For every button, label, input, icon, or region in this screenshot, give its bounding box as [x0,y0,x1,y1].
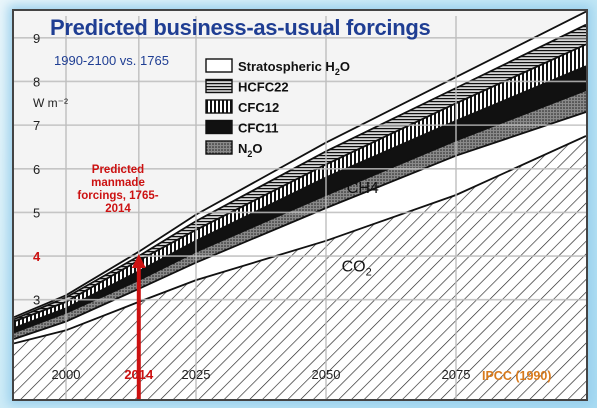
forcings-annotation: Predicted manmade forcings, 1765-2014 [77,164,159,215]
area-label: CH4 [347,180,379,197]
y-tick-label: 4 [33,249,41,264]
y-tick-label: 3 [33,293,40,308]
area-cfc12 [14,44,586,329]
y-tick-label: 5 [33,205,40,220]
legend-swatch [205,58,233,73]
legend-swatch [205,78,233,94]
legend-swatch [205,140,233,155]
area-n2o [14,90,586,339]
area-stratospheric-h2o [14,11,586,320]
area-label: CO2 [342,258,372,278]
area-cfc11 [14,66,586,333]
legend-label: Stratospheric H2O [238,59,350,77]
y-tick-label: 6 [33,162,40,177]
y-tick-label: 9 [33,31,40,46]
legend-label: N2O [238,141,263,159]
legend-label: CFC12 [238,100,279,115]
chart-subtitle: 1990-2100 vs. 1765 [54,53,169,68]
legend-swatch [205,99,233,114]
x-tick-label: 2075 [442,367,471,382]
x-tick-label: 2000 [52,367,81,382]
highlight-arrow-head [131,254,146,269]
x-tick-label: 2050 [312,367,341,382]
x-tick-label: 2025 [182,367,211,382]
legend-swatch [205,119,233,135]
y-axis-label: W m⁻² [33,96,68,110]
y-tick-label: 8 [33,74,40,89]
area-hcfc22 [14,24,586,322]
area-co2 [14,136,586,399]
legend-label: CFC11 [238,121,278,136]
chart-title: Predicted business-as-usual forcings [50,15,431,40]
area-ch4 [14,112,586,344]
y-tick-label: 7 [33,118,40,133]
legend-label: HCFC22 [238,80,289,95]
source-label: IPCC (1990) [482,369,552,383]
